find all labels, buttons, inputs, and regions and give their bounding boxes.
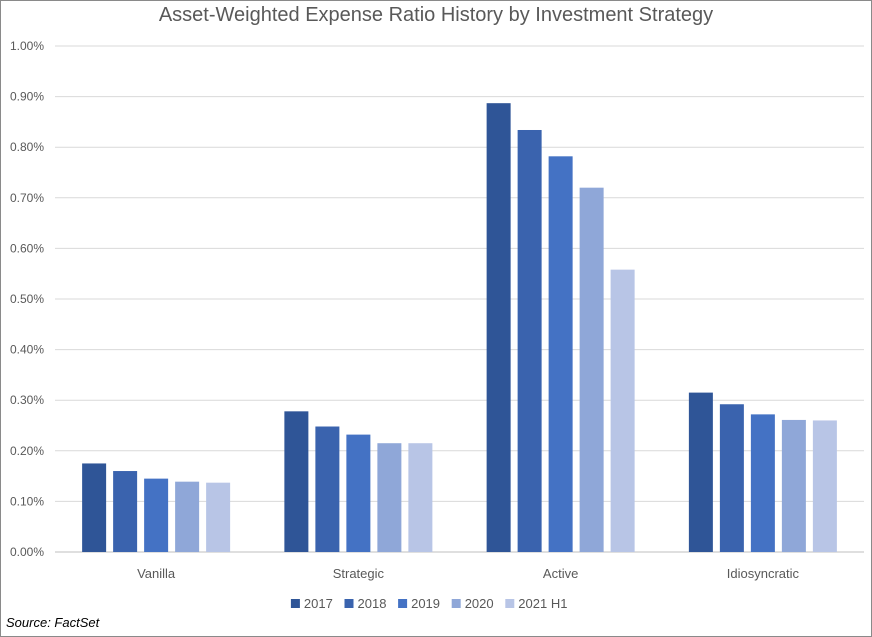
bar-idiosyncratic-2019 — [750, 414, 775, 552]
bar-strategic-2020 — [377, 443, 402, 552]
bar-active-2020 — [579, 187, 604, 552]
legend-swatch — [344, 599, 354, 608]
bar-vanilla-2020 — [175, 481, 200, 552]
bar-active-2021-h1 — [610, 269, 635, 552]
y-tick-label: 1.00% — [10, 39, 44, 53]
bar-vanilla-2018 — [113, 471, 138, 552]
y-tick-label: 0.80% — [10, 140, 44, 154]
bar-strategic-2019 — [346, 434, 371, 552]
bar-strategic-2017 — [284, 411, 309, 552]
bar-idiosyncratic-2017 — [688, 392, 713, 552]
legend-label: 2020 — [465, 596, 494, 611]
y-tick-label: 0.00% — [10, 545, 44, 559]
category-label: Idiosyncratic — [727, 566, 800, 581]
bar-vanilla-2021-h1 — [206, 482, 231, 552]
bar-idiosyncratic-2021-h1 — [812, 420, 837, 552]
legend-label: 2021 H1 — [518, 596, 567, 611]
y-tick-label: 0.50% — [10, 292, 44, 306]
bar-strategic-2021-h1 — [408, 443, 433, 552]
legend-swatch — [505, 599, 515, 608]
y-tick-label: 0.90% — [10, 90, 44, 104]
y-tick-label: 0.70% — [10, 191, 44, 205]
y-tick-label: 0.40% — [10, 343, 44, 357]
bar-idiosyncratic-2020 — [781, 419, 806, 552]
chart-title: Asset-Weighted Expense Ratio History by … — [158, 4, 714, 26]
bar-active-2018 — [517, 129, 542, 552]
y-tick-label: 0.60% — [10, 241, 44, 255]
category-label: Strategic — [333, 566, 385, 581]
y-tick-label: 0.20% — [10, 444, 44, 458]
category-label: Active — [543, 566, 578, 581]
y-tick-label: 0.30% — [10, 393, 44, 407]
legend-label: 2018 — [358, 596, 387, 611]
bar-vanilla-2019 — [144, 478, 169, 552]
bar-vanilla-2017 — [82, 463, 107, 552]
y-tick-label: 0.10% — [10, 494, 44, 508]
bar-idiosyncratic-2018 — [719, 404, 744, 552]
source-note: Source: FactSet — [6, 615, 100, 630]
legend-swatch — [290, 599, 300, 608]
legend-label: 2017 — [304, 596, 333, 611]
bar-active-2019 — [548, 156, 573, 553]
category-label: Vanilla — [137, 566, 176, 581]
bar-strategic-2018 — [315, 426, 340, 552]
bar-active-2017 — [486, 103, 511, 552]
legend-label: 2019 — [411, 596, 440, 611]
legend-swatch — [451, 599, 461, 608]
legend-swatch — [398, 599, 408, 608]
